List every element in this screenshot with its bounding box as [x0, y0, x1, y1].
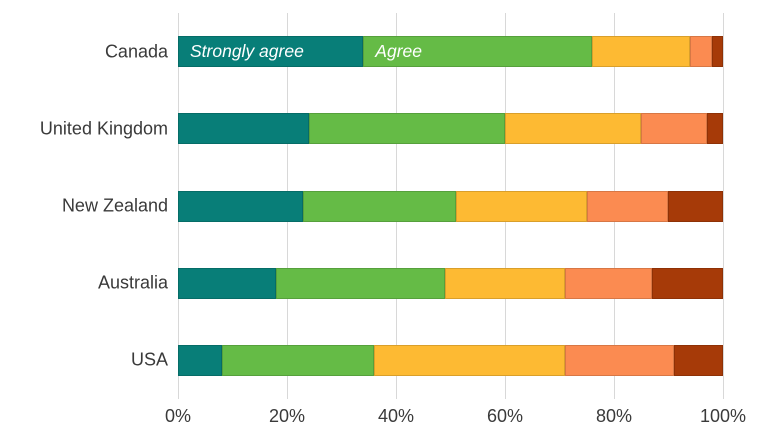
stacked-bar: Strongly agree Agree	[178, 36, 723, 68]
bar-segment	[178, 267, 277, 299]
bar-segment	[303, 190, 456, 222]
bar-segment	[641, 113, 707, 145]
bar-segment	[178, 190, 304, 222]
bar-segment	[276, 267, 446, 299]
category-label: New Zealand	[61, 195, 168, 216]
bar-row	[178, 167, 723, 244]
gridline	[723, 13, 724, 399]
stacked-bar	[178, 190, 723, 222]
bar-segment: Agree	[363, 36, 593, 68]
category-label: USA	[130, 349, 168, 370]
category-label: Canada	[104, 41, 168, 62]
bar-segment	[178, 344, 222, 376]
x-tick-label: 60%	[486, 406, 524, 426]
x-tick-label: 20%	[268, 406, 306, 426]
bar-segment	[564, 344, 674, 376]
bar-segment	[712, 36, 723, 68]
stacked-bar	[178, 344, 723, 376]
bar-segment	[221, 344, 375, 376]
stacked-bar	[178, 113, 723, 145]
x-tick-label: 0%	[164, 406, 192, 426]
plot-area: Strongly agree Agree	[178, 13, 724, 399]
bar-segment	[592, 36, 691, 68]
bar-segment	[455, 190, 587, 222]
series-inline-label: Agree	[375, 40, 422, 61]
bar-segment: Strongly agree	[178, 36, 364, 68]
bar-row	[178, 90, 723, 167]
bar-segment	[706, 113, 723, 145]
bar-segment	[308, 113, 505, 145]
bar-segment	[504, 113, 642, 145]
bars-area: Strongly agree Agree	[178, 13, 723, 399]
bar-segment	[690, 36, 713, 68]
stacked-bar	[178, 267, 723, 299]
bar-row: Strongly agree Agree	[178, 13, 723, 90]
bar-segment	[668, 190, 723, 222]
bar-segment	[673, 344, 723, 376]
series-inline-label: Strongly agree	[190, 40, 304, 61]
bar-segment	[178, 113, 309, 145]
x-tick-label: 40%	[377, 406, 415, 426]
bar-segment	[445, 267, 565, 299]
bar-row	[178, 322, 723, 399]
bar-row	[178, 245, 723, 322]
x-tick-label: 80%	[595, 406, 633, 426]
bar-segment	[374, 344, 565, 376]
bar-segment	[652, 267, 723, 299]
category-label: Australia	[97, 272, 168, 293]
bar-segment	[564, 267, 653, 299]
category-label: United Kingdom	[39, 118, 168, 139]
bar-segment	[586, 190, 669, 222]
x-tick-label: 100%	[699, 406, 747, 426]
